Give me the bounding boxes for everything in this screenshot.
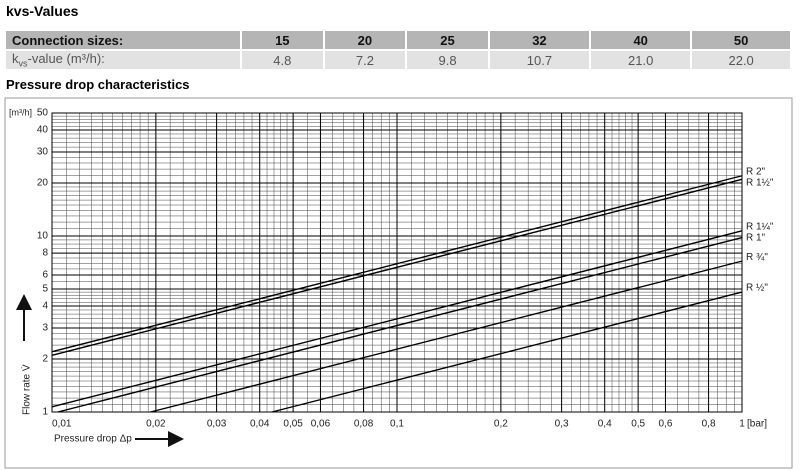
series-label: R 1¼" — [746, 220, 774, 232]
label-part: k — [12, 51, 19, 67]
label-part: -value (m³/h): — [27, 51, 105, 67]
x-tick-label: 1 — [739, 419, 745, 430]
header-cell: 20 — [322, 31, 407, 50]
series-label: R ½" — [746, 283, 768, 294]
series-line — [51, 175, 743, 353]
x-tick-label: 0,6 — [659, 419, 673, 430]
x-tick-label: 0,5 — [631, 419, 645, 430]
x-tick-label: 0,04 — [250, 419, 270, 430]
series-label: R 1" — [746, 232, 766, 243]
x-tick-label: 0,4 — [598, 419, 612, 430]
x-tick-label: 0,02 — [146, 419, 166, 430]
series-line — [271, 291, 743, 413]
plot-frame — [51, 112, 743, 413]
label-sub: vs — [18, 58, 28, 69]
y-tick-label: 2 — [42, 354, 48, 365]
table-header: Connection sizes: 15 20 25 32 40 50 — [6, 31, 790, 50]
y-tick-label: 30 — [37, 147, 49, 158]
x-unit: [bar] — [747, 419, 767, 430]
y-tick-label: 3 — [42, 323, 48, 334]
series-line — [51, 230, 743, 408]
y-axis-label: Flow rate V̇ — [20, 364, 33, 415]
x-tick-label: 0,2 — [494, 419, 508, 430]
x-tick-label: 0,05 — [283, 419, 303, 430]
series-label: R 2" — [746, 166, 766, 177]
y-tick-label: 4 — [42, 301, 48, 312]
cell: 9.8 — [405, 49, 489, 69]
chart: 0,01 0,02 0,03 0,04 0,05 0,06 0,08 0,1 0,2 0,3 0,4… — [4, 97, 793, 469]
y-tick-label: 50 — [37, 108, 49, 119]
series-line — [57, 236, 743, 413]
y-tick-label: 40 — [37, 125, 49, 136]
y-unit: [m³/h] — [9, 107, 32, 117]
header-cell: 50 — [690, 31, 790, 50]
y-tick-label: 6 — [42, 270, 48, 281]
y-tick-label: 20 — [37, 178, 49, 189]
x-tick-label: 0,3 — [555, 419, 569, 430]
series-label: R 1½" — [746, 177, 774, 188]
y-tick-label: 1 — [42, 407, 48, 418]
row-label: kvs-value (m³/h): — [6, 49, 241, 69]
header-cell: 25 — [405, 31, 489, 50]
x-tick-label: 0,03 — [207, 419, 227, 430]
x-tick-label: 0,01 — [52, 419, 72, 430]
x-tick-label: 0,08 — [354, 419, 374, 430]
table-row: kvs-value (m³/h): 4.8 7.2 9.8 10.7 21.0 22.0 — [6, 49, 790, 69]
cell: 21.0 — [589, 49, 692, 69]
x-axis-label: Pressure drop Δp — [54, 434, 132, 445]
x-tick-label: 0,8 — [702, 419, 716, 430]
section-title: Pressure drop characteristics — [6, 77, 190, 92]
series-label: R ¾" — [746, 252, 768, 263]
cell: 7.2 — [322, 49, 407, 69]
cell: 10.7 — [487, 49, 591, 69]
cell: 22.0 — [690, 49, 790, 69]
kv-table: Connection sizes: 15 20 25 32 40 50 kvs-value … — [6, 31, 790, 69]
y-tick-label: 10 — [37, 231, 49, 242]
chart-frame — [4, 97, 793, 469]
y-tick-label: 8 — [42, 248, 48, 259]
y-tick-label: 5 — [42, 284, 48, 295]
header-cell: 40 — [589, 31, 692, 50]
x-tick-label: 0,06 — [311, 419, 331, 430]
cell: 4.8 — [240, 49, 324, 69]
series-line — [51, 178, 743, 356]
title: kvs-Values — [6, 3, 79, 19]
header-cell: 15 — [240, 31, 324, 50]
header-cell: 32 — [487, 31, 591, 50]
header-cell: Connection sizes: — [6, 31, 241, 50]
x-tick-label: 0,1 — [390, 419, 404, 430]
series-line — [150, 260, 743, 413]
